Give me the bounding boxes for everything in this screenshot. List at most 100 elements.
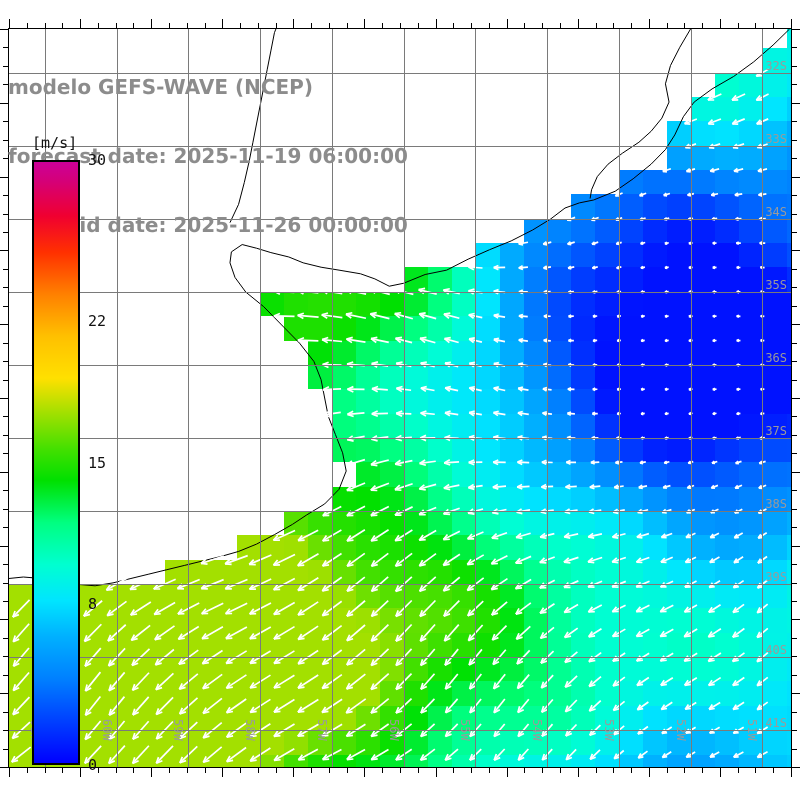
axis-tick: [3, 637, 8, 639]
axis-tick: [435, 768, 437, 777]
axis-tick: [3, 656, 8, 658]
axis-tick: [471, 768, 473, 773]
wind-vector-overlay: [9, 29, 791, 767]
axis-tick: [3, 287, 8, 289]
gridline-latitude: [9, 292, 791, 294]
longitude-label: 53W: [601, 719, 616, 741]
axis-tick: [0, 398, 8, 399]
axis-tick: [792, 637, 797, 639]
axis-tick: [792, 545, 800, 547]
axis-tick: [26, 23, 28, 28]
axis-tick: [3, 84, 8, 86]
axis-tick: [133, 23, 135, 28]
axis-tick: [400, 23, 401, 28]
axis-tick: [204, 23, 206, 28]
colorbar-tick-label: 22: [88, 312, 107, 331]
latitude-label: 35S: [765, 278, 787, 293]
gridline-latitude: [9, 145, 791, 147]
gridline-latitude: [9, 218, 791, 220]
latitude-label: 36S: [765, 351, 787, 366]
axis-tick: [792, 674, 797, 676]
axis-tick: [488, 23, 490, 28]
axis-tick: [3, 139, 8, 141]
axis-tick: [3, 195, 8, 197]
gridline-latitude: [9, 730, 791, 732]
axis-tick: [62, 768, 64, 773]
axis-tick: [97, 768, 99, 773]
axis-tick: [792, 748, 797, 750]
axis-tick: [222, 19, 224, 28]
axis-tick: [792, 527, 797, 529]
axis-tick: [792, 508, 797, 510]
axis-tick: [382, 23, 384, 28]
axis-tick: [293, 768, 295, 777]
axis-tick: [115, 768, 117, 773]
axis-tick: [792, 305, 797, 307]
axis-ticks-left: [0, 29, 8, 768]
axis-tick: [506, 19, 508, 28]
colorbar-tick-label: 8: [88, 594, 98, 613]
axis-tick: [613, 23, 615, 28]
axis-tick: [702, 768, 704, 773]
axis-tick: [792, 65, 797, 67]
axis-tick: [648, 19, 650, 28]
axis-tick: [792, 619, 800, 621]
axis-tick: [471, 23, 473, 28]
axis-tick: [328, 768, 330, 773]
gridline-longitude: [547, 29, 549, 767]
gridline-longitude: [618, 29, 620, 767]
axis-tick: [44, 23, 46, 28]
axis-tick: [559, 23, 561, 28]
axis-tick: [684, 768, 686, 773]
axis-ticks-right: [792, 29, 800, 768]
axis-tick: [792, 158, 797, 160]
axis-tick: [792, 139, 797, 141]
axis-tick: [791, 19, 792, 28]
axis-tick: [0, 176, 8, 178]
axis-tick: [62, 23, 64, 28]
longitude-label: 56W: [386, 719, 401, 741]
axis-tick: [3, 582, 8, 584]
axis-tick: [524, 768, 526, 773]
axis-tick: [792, 213, 797, 215]
axis-tick: [186, 23, 188, 28]
gridline-latitude: [9, 438, 791, 440]
longitude-label: 57W: [314, 719, 329, 741]
axis-tick: [115, 23, 117, 28]
axis-tick: [755, 23, 757, 28]
axis-tick: [0, 324, 8, 326]
axis-tick: [792, 324, 800, 326]
axis-tick: [9, 768, 10, 777]
axis-tick: [792, 379, 797, 381]
axis-tick: [792, 398, 800, 399]
axis-tick: [3, 213, 8, 215]
axis-tick: [684, 23, 686, 28]
axis-tick: [773, 768, 775, 773]
title-model: modelo GEFS-WAVE (NCEP): [8, 75, 313, 99]
axis-tick: [792, 453, 797, 455]
gridline-latitude: [9, 657, 791, 659]
axis-tick: [792, 268, 797, 270]
axis-tick: [293, 19, 295, 28]
axis-tick: [577, 19, 579, 28]
axis-tick: [792, 582, 797, 584]
axis-tick: [792, 250, 800, 252]
latitude-label: 34S: [765, 204, 787, 219]
axis-tick: [792, 84, 797, 86]
axis-tick: [3, 305, 8, 307]
axis-tick: [792, 471, 800, 473]
axis-tick: [257, 768, 259, 773]
axis-tick: [792, 711, 797, 713]
latitude-label: 40S: [765, 643, 787, 658]
gridline-latitude: [9, 365, 791, 367]
axis-tick: [97, 23, 99, 28]
gridline-latitude: [9, 72, 791, 74]
axis-tick: [792, 121, 797, 123]
axis-tick: [3, 434, 8, 436]
colorbar-unit-label: [m/s]: [32, 134, 78, 152]
axis-tick: [3, 361, 8, 363]
axis-tick: [453, 23, 455, 28]
axis-tick: [240, 23, 242, 28]
axis-tick: [524, 23, 526, 28]
